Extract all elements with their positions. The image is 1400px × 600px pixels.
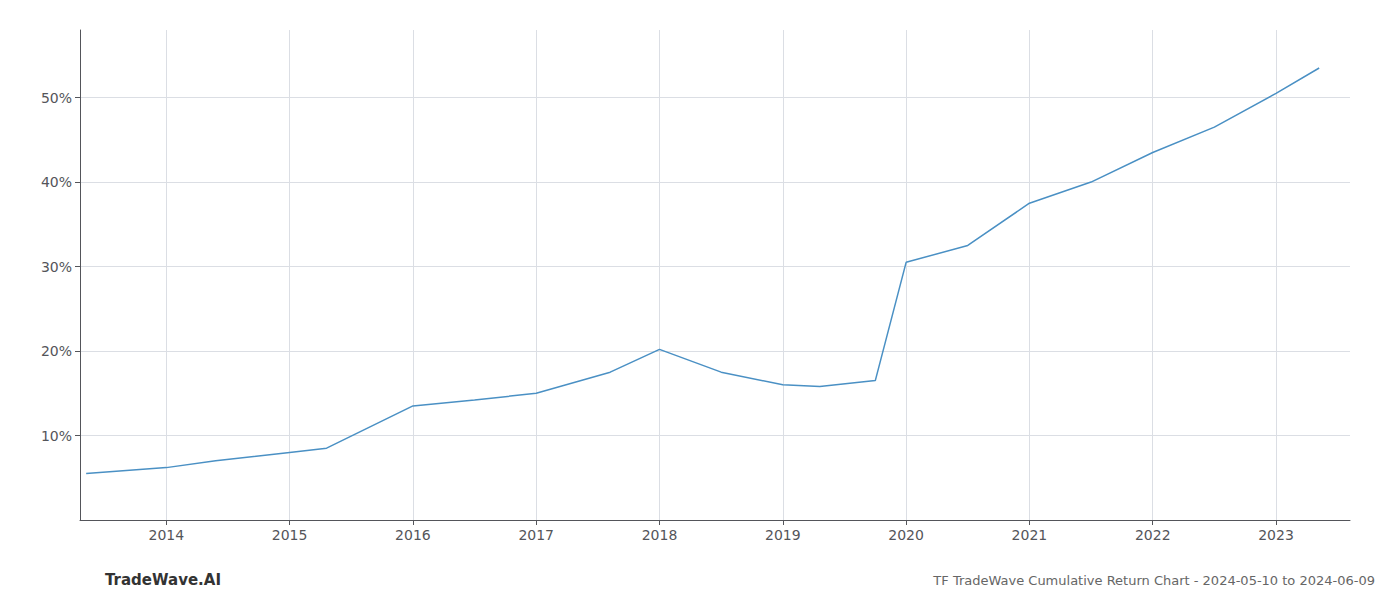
svg-text:2016: 2016 — [395, 527, 431, 543]
svg-text:2019: 2019 — [765, 527, 801, 543]
svg-text:50%: 50% — [41, 90, 72, 106]
svg-text:40%: 40% — [41, 174, 72, 190]
svg-text:2014: 2014 — [148, 527, 184, 543]
svg-text:10%: 10% — [41, 428, 72, 444]
svg-text:2015: 2015 — [272, 527, 308, 543]
svg-text:2020: 2020 — [888, 527, 924, 543]
svg-text:TradeWave.AI: TradeWave.AI — [105, 571, 221, 589]
svg-text:TF TradeWave Cumulative Return: TF TradeWave Cumulative Return Chart - 2… — [932, 573, 1375, 588]
svg-text:2022: 2022 — [1135, 527, 1171, 543]
svg-text:20%: 20% — [41, 343, 72, 359]
svg-text:2018: 2018 — [642, 527, 678, 543]
svg-text:2023: 2023 — [1258, 527, 1294, 543]
svg-text:2017: 2017 — [518, 527, 554, 543]
svg-text:30%: 30% — [41, 259, 72, 275]
svg-text:2021: 2021 — [1012, 527, 1048, 543]
